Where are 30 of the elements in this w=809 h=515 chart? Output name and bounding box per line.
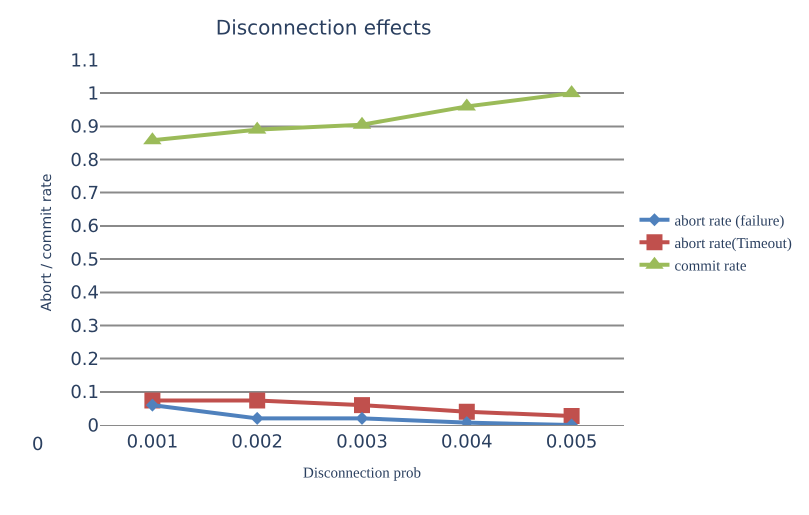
point: [249, 392, 266, 408]
y-tick-label: 0.3: [70, 316, 99, 337]
text: 0: [32, 434, 44, 455]
y-tick-label: 0.9: [70, 116, 99, 138]
y-tick-label: 0: [88, 415, 99, 436]
y-tick-label: 0.5: [70, 249, 99, 270]
y-axis-title: Abort / commit rate: [38, 174, 55, 312]
point: [356, 412, 368, 425]
legend-label: commit rate: [674, 258, 747, 275]
point: [146, 398, 159, 412]
y-tick-label: 0.1: [70, 382, 99, 404]
y-tick-label: 0.8: [70, 150, 99, 171]
x-tick-label: 0.002: [231, 432, 283, 453]
legend-label: abort rate (failure): [674, 214, 784, 230]
x-tick-label: 0.005: [546, 432, 598, 453]
point: [458, 404, 475, 420]
y-tick-label: 0.7: [70, 183, 99, 204]
x-tick-label: 0.004: [441, 432, 493, 453]
legend-label: abort rate(Timeout): [674, 236, 792, 252]
chart-title: Disconnection effects: [216, 16, 432, 40]
y-tick-label: 0.4: [70, 282, 99, 304]
point: [250, 412, 264, 425]
x-tick-label: 0.001: [126, 432, 178, 453]
y-tick-label: 0.2: [70, 348, 99, 370]
y-tick-label: 1: [88, 83, 99, 104]
x-tick-label: 0.003: [336, 432, 388, 453]
x-axis-title: Disconnection prob: [303, 466, 421, 482]
y-tick-label: 0.6: [70, 216, 99, 238]
point: [354, 397, 370, 414]
y-tick-label: 1.1: [70, 50, 99, 72]
